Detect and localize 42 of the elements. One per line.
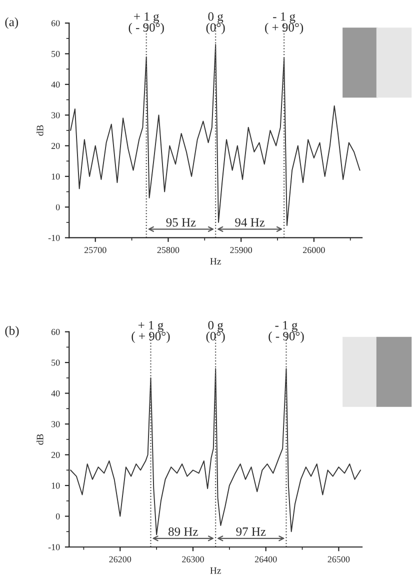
y-axis-title: dB xyxy=(36,434,44,445)
y-tick-label: 30 xyxy=(52,112,60,118)
x-axis-title: Hz xyxy=(210,567,221,574)
y-axis-title: dB xyxy=(36,125,44,136)
y-tick-label: 60 xyxy=(51,328,60,335)
annotation: + 1 g ( + 90°) xyxy=(132,321,170,343)
annotation: 95 Hz xyxy=(166,218,196,227)
y-tick-label: 50 xyxy=(52,50,60,57)
y-tick-label: 40 xyxy=(51,82,60,88)
y-tick-label: -10 xyxy=(48,544,60,550)
y-tick-label: 10 xyxy=(52,174,60,180)
line-series xyxy=(70,44,360,226)
chart-title: (b) xyxy=(5,326,19,338)
annotation: - 1 g ( + 90°) xyxy=(265,12,304,34)
x-tick-label: 25900 xyxy=(230,247,252,254)
y-tick-label: 0 xyxy=(56,513,60,520)
chart-title: (a) xyxy=(5,17,18,29)
annotation: 97 Hz xyxy=(236,527,266,536)
y-tick-label: 20 xyxy=(51,452,60,458)
y-tick-label: 60 xyxy=(51,20,60,26)
y-tick-label: 10 xyxy=(52,482,60,489)
y-tick-label: -10 xyxy=(48,234,60,241)
annotation: + 1 g ( - 90°) xyxy=(128,12,164,34)
x-tick-label: 26300 xyxy=(182,556,204,562)
x-tick-label: 26400 xyxy=(254,556,277,562)
x-tick-label: 26000 xyxy=(303,247,325,254)
y-tick-label: 30 xyxy=(52,421,60,428)
y-tick-label: 40 xyxy=(51,390,60,396)
y-tick-label: 50 xyxy=(52,360,60,366)
x-tick-label: 26500 xyxy=(328,556,350,562)
x-tick-label: 25700 xyxy=(84,247,106,254)
annotation: 89 Hz xyxy=(168,527,198,536)
x-tick-label: 25800 xyxy=(157,247,180,254)
x-tick-label: 26200 xyxy=(109,556,132,562)
annotation: 94 Hz xyxy=(235,218,265,227)
y-tick-label: 0 xyxy=(56,204,60,210)
x-axis-title: Hz xyxy=(210,258,221,264)
annotation: - 1 g ( - 90°) xyxy=(268,321,304,343)
line-series xyxy=(70,368,362,536)
annotation: 0 g (0°) xyxy=(206,12,225,34)
y-tick-label: 20 xyxy=(51,142,60,149)
annotation: 0 g (0°) xyxy=(206,320,225,343)
